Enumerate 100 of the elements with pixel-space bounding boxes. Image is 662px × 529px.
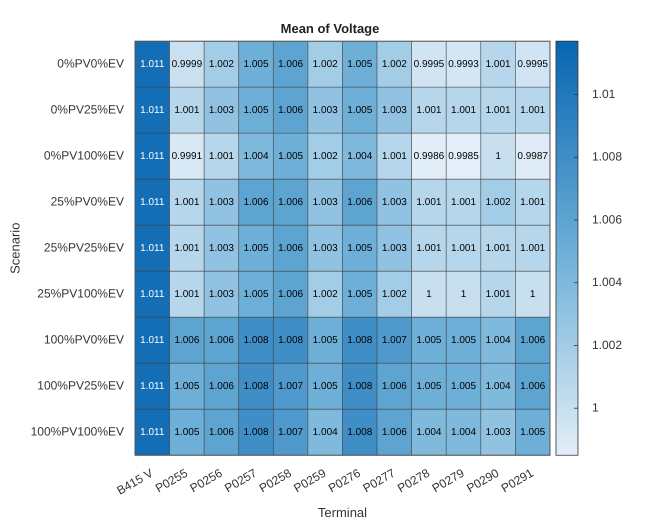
y-tick-label: 0%PV25%EV <box>50 102 124 117</box>
data-label: 1.007 <box>382 334 408 346</box>
data-label: 1.004 <box>347 150 373 162</box>
data-label: 1.006 <box>520 334 546 346</box>
data-label: 1.004 <box>451 426 476 438</box>
data-label: 1 <box>495 150 502 162</box>
data-label: 1.003 <box>382 104 408 116</box>
data-label: 0.9995 <box>414 58 445 70</box>
data-label: 1.005 <box>451 334 476 346</box>
data-label: 1.005 <box>347 104 373 116</box>
data-label: 1.005 <box>312 380 338 392</box>
y-tick-label: 100%PV100%EV <box>30 424 124 439</box>
y-tick-label: 25%PV100%EV <box>37 286 124 301</box>
data-label: 1.003 <box>312 196 338 208</box>
data-label: 1.005 <box>312 334 338 346</box>
data-label: 1.011 <box>140 380 165 392</box>
data-label: 1.001 <box>174 288 200 300</box>
data-label: 1.006 <box>347 196 373 208</box>
data-label: 1.001 <box>451 104 476 116</box>
data-label: 1.001 <box>416 242 442 254</box>
data-label: 1.002 <box>208 58 234 70</box>
data-label: 1.002 <box>312 288 338 300</box>
data-label: 1.001 <box>174 104 200 116</box>
data-label: 1.004 <box>416 426 442 438</box>
y-tick-label: 100%PV25%EV <box>37 378 124 393</box>
color-bar-label: 1.002 <box>592 338 622 352</box>
data-label: 1.005 <box>416 380 442 392</box>
data-label: 0.9995 <box>517 58 548 70</box>
data-label: 1.001 <box>520 104 546 116</box>
chart-title: Mean of Voltage <box>280 20 380 36</box>
data-label: 1.006 <box>278 104 304 116</box>
data-label: 1.008 <box>278 334 304 346</box>
data-label: 1.005 <box>347 288 373 300</box>
data-label: 1.007 <box>278 380 304 392</box>
data-label: 1.003 <box>208 196 234 208</box>
data-label: 0.9999 <box>172 58 203 70</box>
data-label: 1.001 <box>174 196 200 208</box>
data-label: 1.001 <box>486 288 512 300</box>
data-label: 1.005 <box>244 104 269 116</box>
data-label: 1.004 <box>486 334 512 346</box>
color-bar-label: 1 <box>592 400 599 415</box>
data-label: 1.004 <box>244 150 269 162</box>
data-label: 1.005 <box>174 426 200 438</box>
color-bar-label: 1.008 <box>592 150 622 164</box>
data-label: 1.006 <box>208 334 234 346</box>
data-label: 1.002 <box>382 58 408 70</box>
x-tick-label: B415 V <box>114 466 156 498</box>
y-tick-label: 0%PV100%EV <box>44 148 124 163</box>
data-label: 1.006 <box>278 288 304 300</box>
data-label: 1.008 <box>347 426 373 438</box>
data-label: 1.001 <box>208 150 234 162</box>
y-tick-label: 25%PV0%EV <box>50 194 124 209</box>
data-label: 0.9987 <box>517 150 548 162</box>
data-label: 1.001 <box>520 196 546 208</box>
data-label: 1.011 <box>140 242 165 254</box>
data-label: 1.011 <box>140 150 165 162</box>
data-label: 1.001 <box>451 242 476 254</box>
color-bar-label: 1.004 <box>592 275 622 290</box>
data-label: 1.006 <box>382 426 408 438</box>
data-label: 1.003 <box>208 288 234 300</box>
data-label: 1.003 <box>208 242 234 254</box>
data-label: 1.005 <box>244 242 269 254</box>
data-label: 1.005 <box>451 380 476 392</box>
data-label: 1.006 <box>174 334 200 346</box>
data-label: 1.011 <box>140 334 165 346</box>
data-label: 1.005 <box>520 426 546 438</box>
data-label: 1.006 <box>278 58 304 70</box>
data-label: 1.011 <box>140 426 165 438</box>
data-label: 1.002 <box>486 196 512 208</box>
data-label: 1.001 <box>416 196 442 208</box>
data-label: 1.002 <box>312 58 338 70</box>
data-label: 1.003 <box>312 104 338 116</box>
data-label: 0.9993 <box>448 58 480 70</box>
data-label: 1.007 <box>278 426 304 438</box>
y-tick-label: 25%PV25%EV <box>44 240 124 255</box>
y-tick-label: 0%PV0%EV <box>57 56 124 71</box>
data-label: 1.003 <box>312 242 338 254</box>
data-label: 1.011 <box>140 58 165 70</box>
data-label: 1.004 <box>312 426 338 438</box>
data-label: 1.001 <box>382 150 408 162</box>
data-label: 1.008 <box>244 426 269 438</box>
data-label: 1.001 <box>174 242 200 254</box>
data-label: 1.008 <box>244 334 269 346</box>
data-label: 1.005 <box>347 242 373 254</box>
data-label: 1.001 <box>416 104 442 116</box>
data-label: 1.006 <box>208 380 234 392</box>
data-label: 1.006 <box>244 196 269 208</box>
data-label: 1.002 <box>382 288 408 300</box>
data-label: 1.006 <box>382 380 408 392</box>
data-label: 1 <box>530 288 536 300</box>
data-label: 1.011 <box>140 104 165 116</box>
data-label: 1.005 <box>416 334 442 346</box>
data-label: 1.003 <box>486 426 512 438</box>
data-label: 0.9985 <box>448 150 480 162</box>
data-label: 1.008 <box>244 380 269 392</box>
data-label: 1 <box>426 288 432 300</box>
data-label: 1.001 <box>486 104 512 116</box>
data-label: 1.006 <box>208 426 234 438</box>
data-label: 1.001 <box>486 58 512 70</box>
data-label: 1.005 <box>244 58 269 70</box>
